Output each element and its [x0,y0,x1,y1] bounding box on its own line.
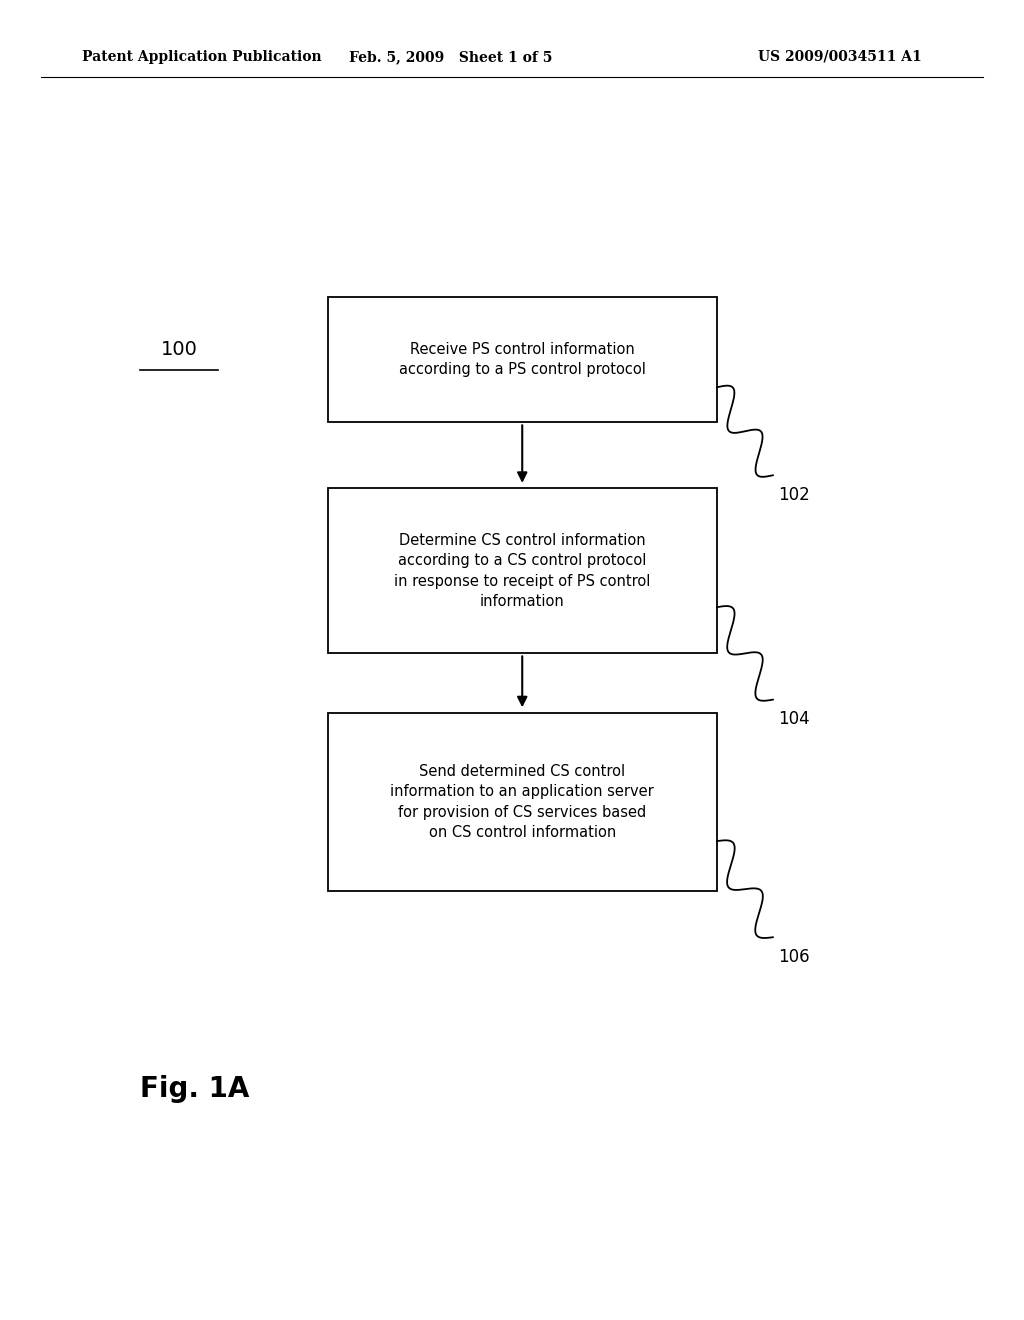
Text: Receive PS control information
according to a PS control protocol: Receive PS control information according… [398,342,646,378]
FancyBboxPatch shape [328,297,717,422]
Text: 106: 106 [778,948,810,966]
Text: 102: 102 [778,486,810,504]
Text: 104: 104 [778,710,810,729]
Text: US 2009/0034511 A1: US 2009/0034511 A1 [758,50,922,63]
Text: Patent Application Publication: Patent Application Publication [82,50,322,63]
Text: Fig. 1A: Fig. 1A [140,1074,249,1104]
FancyBboxPatch shape [328,488,717,653]
Text: 100: 100 [161,341,198,359]
FancyBboxPatch shape [328,713,717,891]
Text: Determine CS control information
according to a CS control protocol
in response : Determine CS control information accordi… [394,533,650,609]
Text: Feb. 5, 2009   Sheet 1 of 5: Feb. 5, 2009 Sheet 1 of 5 [349,50,552,63]
Text: Send determined CS control
information to an application server
for provision of: Send determined CS control information t… [390,764,654,840]
